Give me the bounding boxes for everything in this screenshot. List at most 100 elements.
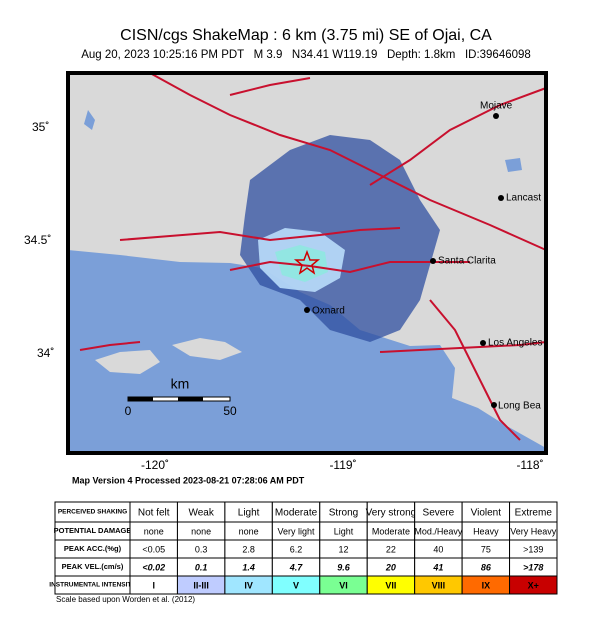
table-value: >178	[523, 562, 543, 572]
place-label: Long Bea	[498, 401, 541, 412]
table-value: >139	[523, 544, 543, 554]
shaking-area	[275, 245, 328, 282]
table-value: Moderate	[372, 526, 410, 536]
table-value: 22	[386, 544, 396, 554]
lat-label: 35˚	[32, 120, 49, 134]
row-header: INSTRUMENTAL INTENSITY	[49, 582, 136, 589]
table-value: Light	[334, 526, 354, 536]
table-value: Strong	[329, 508, 358, 519]
table-value: 41	[432, 562, 443, 572]
scale-bar-segment	[178, 397, 203, 401]
scale-label: 50	[223, 404, 237, 418]
table-value: Very light	[278, 526, 316, 536]
subtitle: Aug 20, 2023 10:25:16 PM PDT M 3.9 N34.4…	[81, 49, 531, 61]
table-value: IX	[482, 580, 491, 590]
island	[172, 338, 242, 360]
fault	[149, 72, 547, 251]
place-label: Mojave	[480, 101, 513, 112]
fault	[119, 227, 401, 242]
table-value: 0.1	[195, 562, 208, 572]
fault	[429, 299, 521, 441]
scale-label: 0	[125, 404, 132, 418]
map-frame	[66, 71, 548, 455]
lon-label: -120˚	[141, 458, 169, 472]
table-value: 9.6	[337, 562, 351, 572]
table-value: none	[144, 526, 164, 536]
table-value: 4.7	[289, 562, 304, 572]
table-value: X+	[528, 580, 539, 590]
table-value: Mod./Heavy	[414, 526, 463, 536]
ocean	[68, 250, 546, 453]
place-label: Santa Clarita	[438, 256, 496, 267]
row-header: PERCEIVED SHAKING	[58, 509, 127, 516]
scale-unit: km	[171, 376, 190, 392]
table-value: <0.02	[142, 562, 165, 572]
place-label: Los Angeles	[488, 338, 543, 349]
place-dot	[304, 307, 310, 313]
table-value: 86	[481, 562, 492, 572]
table-value: 1.4	[242, 562, 255, 572]
places: Mojave Lancast Santa Clarita Oxnard Los …	[304, 101, 543, 412]
lon-label: -118˚	[516, 458, 543, 472]
place-dot	[480, 340, 486, 346]
table-value: Very Heavy	[510, 526, 557, 536]
table-value: 2.8	[242, 544, 255, 554]
table-value: VIII	[432, 580, 446, 590]
table-value: 40	[433, 544, 443, 554]
place-dot	[430, 258, 436, 264]
lat-label: 34.5˚	[24, 233, 51, 247]
place-dot	[498, 195, 504, 201]
table-value: <0.05	[142, 544, 165, 554]
row-header: PEAK ACC.(%g)	[64, 544, 122, 553]
faults	[79, 72, 547, 441]
table-value: V	[293, 580, 299, 590]
fault	[229, 77, 311, 96]
lake	[84, 110, 95, 130]
footnote: Scale based upon Worden et al. (2012)	[56, 595, 195, 604]
table-value: VI	[339, 580, 348, 590]
table-value: Moderate	[275, 508, 318, 519]
fault	[79, 341, 141, 351]
place-label: Oxnard	[312, 306, 345, 317]
scale-bar-segment	[128, 397, 153, 401]
table-value: Severe	[423, 508, 455, 519]
place-label: Lancast	[506, 193, 541, 204]
table-value: 0.3	[195, 544, 208, 554]
table-value: Heavy	[473, 526, 499, 536]
table-value: Light	[238, 508, 260, 519]
lat-label: 34˚	[37, 346, 54, 360]
table-value: Weak	[188, 508, 214, 519]
table-cell	[509, 575, 558, 595]
row-header: PEAK VEL.(cm/s)	[62, 562, 124, 571]
lon-label: -119˚	[329, 458, 356, 472]
intensity-legend: PERCEIVED SHAKING Not felt Weak Light Modera…	[49, 501, 558, 595]
table-value: 20	[385, 562, 396, 572]
scale-bar: km 0 50	[125, 376, 237, 418]
place-dot	[493, 113, 499, 119]
table-value: Very strong	[366, 508, 417, 519]
lake	[505, 158, 522, 172]
version-note: Map Version 4 Processed 2023-08-21 07:28…	[72, 475, 305, 485]
table-value: none	[191, 526, 211, 536]
fault	[369, 87, 547, 186]
table-value: 6.2	[290, 544, 303, 554]
epicenter	[293, 249, 321, 275]
table-value: none	[239, 526, 259, 536]
table-value: Violent	[471, 508, 502, 519]
table-value: I	[152, 580, 155, 590]
table-value: II-III	[193, 580, 209, 590]
table-value: Extreme	[515, 508, 553, 519]
lon-labels: -120˚ -119˚ -118˚	[141, 458, 544, 472]
place-dot	[491, 402, 497, 408]
map: 35˚ 34.5˚ 34˚ -120˚ -119˚ -118˚ Mojave L…	[24, 71, 548, 472]
row-header: POTENTIAL DAMAGE	[54, 526, 132, 535]
table-value: 75	[481, 544, 491, 554]
shaking-area	[240, 135, 440, 342]
lat-labels: 35˚ 34.5˚ 34˚	[24, 120, 54, 360]
title: CISN/cgs ShakeMap : 6 km (3.75 mi) SE of…	[120, 27, 492, 44]
table-value: IV	[244, 580, 253, 590]
island	[95, 350, 160, 374]
fault	[229, 260, 470, 274]
table-value: Not felt	[138, 508, 170, 519]
